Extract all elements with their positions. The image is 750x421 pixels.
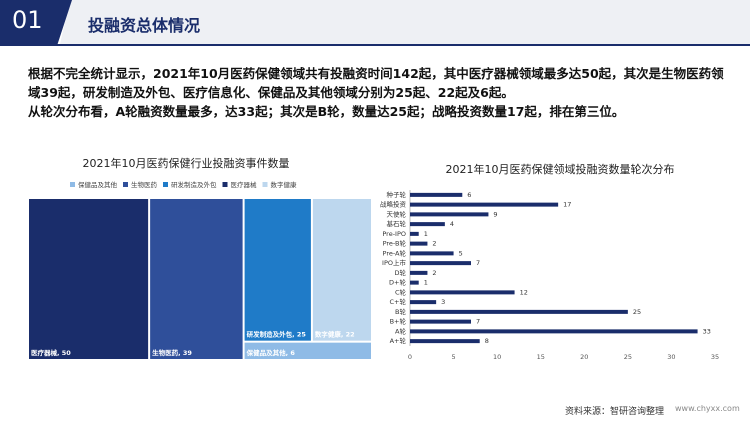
data-label: 7	[476, 259, 480, 267]
y-tick-label: 基石轮	[387, 219, 407, 228]
bar	[410, 222, 445, 227]
y-tick-label: Pre-A轮	[383, 248, 407, 257]
header-line	[0, 44, 750, 46]
bar	[410, 339, 480, 344]
cell-label: 研发制造及外包, 25	[247, 330, 307, 339]
x-tick-label: 20	[580, 353, 588, 361]
data-label: 12	[520, 288, 528, 296]
x-tick-label: 15	[537, 353, 545, 361]
legend-swatch	[262, 182, 268, 187]
data-label: 4	[450, 220, 454, 228]
y-tick-label: D轮	[394, 268, 406, 277]
y-tick-label: 天使轮	[387, 209, 407, 218]
data-label: 33	[703, 327, 711, 335]
treemap-cell	[244, 199, 311, 341]
x-tick-label: 10	[493, 353, 501, 361]
header-bar	[60, 0, 750, 44]
data-label: 5	[459, 249, 463, 257]
bar	[410, 192, 463, 197]
legend-label: 生物医药	[131, 180, 158, 189]
data-label: 9	[493, 210, 497, 218]
treemap-cell	[150, 199, 243, 359]
y-tick-label: IPO上市	[382, 258, 406, 267]
legend-swatch	[70, 182, 75, 187]
data-label: 2	[432, 240, 436, 248]
bar	[410, 212, 489, 217]
data-label: 8	[485, 337, 489, 345]
y-tick-label: C轮	[395, 287, 407, 296]
bar	[410, 290, 515, 295]
y-tick-label: Pre-B轮	[383, 239, 407, 248]
y-tick-label: B轮	[395, 307, 406, 316]
y-tick-label: D+轮	[389, 278, 406, 287]
summary: 根据不完全统计显示，2021年10月医药保健领域共有投融资时间142起，其中医疗…	[28, 64, 728, 121]
data-label: 25	[633, 308, 641, 316]
legend-label: 保健品及其他	[78, 180, 118, 189]
bar	[410, 270, 428, 275]
treemap-cell	[244, 342, 371, 359]
y-tick-label: 战略投资	[380, 200, 407, 209]
y-tick-label: 种子轮	[387, 190, 407, 199]
y-tick-label: C+轮	[390, 297, 407, 306]
y-tick-label: A+轮	[390, 336, 407, 345]
data-label: 2	[432, 269, 436, 277]
data-label: 3	[441, 298, 445, 306]
data-label: 1	[424, 279, 428, 287]
cell-label: 保健品及其他, 6	[246, 348, 296, 357]
bar	[410, 319, 471, 324]
data-label: 17	[563, 201, 571, 209]
bar	[410, 280, 419, 285]
legend-swatch	[222, 182, 228, 187]
bar	[410, 231, 419, 236]
bar	[410, 261, 471, 266]
x-tick-label: 0	[408, 353, 412, 361]
section-number: 01	[12, 6, 43, 34]
treemap-cell	[29, 199, 149, 359]
legend-label: 数字健康	[271, 180, 298, 189]
legend-label: 医疗器械	[231, 180, 258, 189]
site: www.chyxx.com	[675, 404, 740, 413]
cell-label: 生物医药, 39	[152, 348, 192, 357]
chart-title: 2021年10月医药保健行业投融资事件数量	[83, 156, 290, 170]
legend-label: 研发制造及外包	[171, 180, 217, 189]
bar	[410, 329, 698, 334]
cell-label: 医疗器械, 50	[31, 348, 71, 357]
x-tick-label: 5	[452, 353, 456, 361]
section-title: 投融资总体情况	[88, 16, 201, 35]
bar	[410, 251, 454, 256]
legend-swatch	[123, 182, 128, 187]
bar	[410, 241, 428, 246]
chart-title: 2021年10月医药保健领域投融资数量轮次分布	[446, 162, 675, 176]
treemap-cell	[312, 199, 371, 341]
data-label: 7	[476, 318, 480, 326]
paragraph: 从轮次分布看，A轮融资数量最多，达33起；其次是B轮，数量达25起；战略投资数量…	[28, 104, 625, 119]
paragraph: 根据不完全统计显示，2021年10月医药保健领域共有投融资时间142起，其中医疗…	[28, 66, 724, 100]
source: 资料来源：智研咨询整理	[565, 407, 665, 417]
x-tick-label: 25	[624, 353, 632, 361]
bar	[410, 202, 559, 207]
bar	[410, 309, 628, 314]
data-label: 6	[467, 191, 471, 199]
x-tick-label: 35	[711, 353, 719, 361]
legend-swatch	[163, 182, 168, 187]
data-label: 1	[424, 230, 428, 238]
x-tick-label: 30	[667, 353, 675, 361]
y-tick-label: Pre-IPO	[382, 230, 406, 238]
y-tick-label: B+轮	[390, 317, 407, 326]
y-tick-label: A轮	[395, 326, 406, 335]
cell-label: 数字健康, 22	[315, 330, 355, 339]
bar	[410, 300, 437, 305]
